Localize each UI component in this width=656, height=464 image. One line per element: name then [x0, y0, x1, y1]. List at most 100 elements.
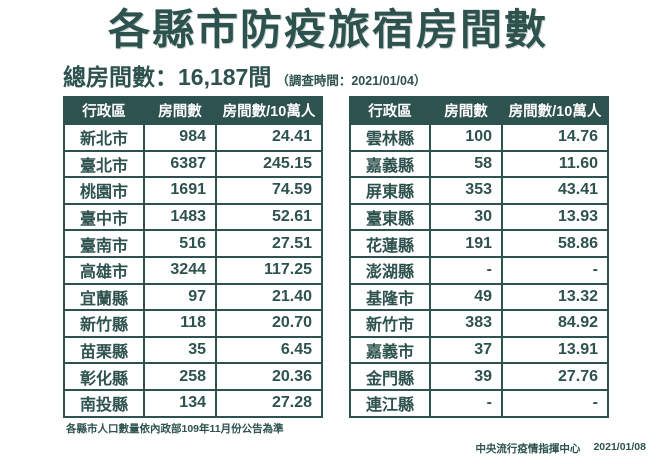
- district-cell: 臺東縣: [349, 202, 431, 232]
- value-cell: 383: [429, 309, 503, 338]
- column-header-district: 行政區: [349, 96, 431, 125]
- right-table-body: 雲林縣 100 14.76 嘉義縣 58 11.60 屏東縣 353 43.41 臺東縣 30 13.…: [349, 123, 609, 418]
- value-cell: 117.25: [215, 255, 323, 285]
- value-cell: 74.59: [215, 176, 323, 205]
- header-row: 行政區 房間數 房間數/10萬人: [349, 96, 609, 125]
- district-cell: 屏東縣: [349, 176, 431, 205]
- table-row: 金門縣 39 27.76: [349, 362, 609, 391]
- column-header-district: 行政區: [63, 96, 145, 125]
- value-cell: 20.36: [215, 362, 323, 391]
- table-row: 新竹縣 118 20.70: [63, 309, 323, 338]
- value-cell: 58.86: [501, 229, 609, 258]
- district-cell: 連江縣: [349, 388, 431, 418]
- value-cell: 43.41: [501, 176, 609, 205]
- table-row: 南投縣 134 27.28: [63, 388, 323, 418]
- value-cell: 24.41: [215, 123, 323, 152]
- value-cell: -: [429, 388, 503, 418]
- value-cell: 13.32: [501, 282, 609, 312]
- value-cell: 118: [143, 309, 217, 338]
- table-row: 宜蘭縣 97 21.40: [63, 282, 323, 312]
- table-row: 屏東縣 353 43.41: [349, 176, 609, 205]
- value-cell: 97: [143, 282, 217, 312]
- credit-line: 中央流行疫情指揮中心 2021/01/08: [475, 441, 646, 456]
- value-cell: 52.61: [215, 202, 323, 232]
- value-cell: 21.40: [215, 282, 323, 312]
- value-cell: 37: [429, 335, 503, 365]
- value-cell: 516: [143, 229, 217, 258]
- table-row: 臺中市 1483 52.61: [63, 202, 323, 232]
- left-table-header: 行政區 房間數 房間數/10萬人: [63, 96, 323, 125]
- value-cell: 27.76: [501, 362, 609, 391]
- table-row: 新竹市 383 84.92: [349, 309, 609, 338]
- value-cell: 35: [143, 335, 217, 365]
- table-row: 連江縣 - -: [349, 388, 609, 418]
- total-rooms-label: 總房間數：16,187間: [63, 64, 272, 90]
- table-row: 新北市 984 24.41: [63, 123, 323, 152]
- table-row: 基隆市 49 13.32: [349, 282, 609, 312]
- right-table-header: 行政區 房間數 房間數/10萬人: [349, 96, 609, 125]
- tables-container: 行政區 房間數 房間數/10萬人 新北市 984 24.41 臺北市 6387 245.1…: [63, 96, 656, 418]
- value-cell: 39: [429, 362, 503, 391]
- agency-name: 中央流行疫情指揮中心: [475, 443, 581, 455]
- value-cell: 6.45: [215, 335, 323, 365]
- left-table-body: 新北市 984 24.41 臺北市 6387 245.15 桃園市 1691 74.59 臺中市 1…: [63, 123, 323, 418]
- column-header-rooms-per-100k: 房間數/10萬人: [215, 96, 323, 125]
- district-cell: 宜蘭縣: [63, 282, 145, 312]
- value-cell: 245.15: [215, 149, 323, 179]
- value-cell: 134: [143, 388, 217, 418]
- district-cell: 基隆市: [349, 282, 431, 312]
- value-cell: -: [429, 255, 503, 285]
- value-cell: 27.28: [215, 388, 323, 418]
- table-row: 桃園市 1691 74.59: [63, 176, 323, 205]
- value-cell: -: [501, 388, 609, 418]
- page-title: 各縣市防疫旅宿房間數: [107, 6, 548, 53]
- value-cell: 3244: [143, 255, 217, 285]
- table-row: 臺北市 6387 245.15: [63, 149, 323, 179]
- table-row: 嘉義縣 58 11.60: [349, 149, 609, 179]
- value-cell: 100: [429, 123, 503, 152]
- value-cell: 11.60: [501, 149, 609, 179]
- column-header-rooms: 房間數: [143, 96, 217, 125]
- publish-date: 2021/01/08: [593, 441, 646, 453]
- district-cell: 金門縣: [349, 362, 431, 391]
- column-header-rooms: 房間數: [429, 96, 503, 125]
- district-cell: 桃園市: [63, 176, 145, 205]
- value-cell: 6387: [143, 149, 217, 179]
- value-cell: 13.93: [501, 202, 609, 232]
- value-cell: 49: [429, 282, 503, 312]
- table-row: 臺南市 516 27.51: [63, 229, 323, 258]
- value-cell: 30: [429, 202, 503, 232]
- header-row: 行政區 房間數 房間數/10萬人: [63, 96, 323, 125]
- table-row: 嘉義市 37 13.91: [349, 335, 609, 365]
- district-cell: 花蓮縣: [349, 229, 431, 258]
- district-cell: 臺北市: [63, 149, 145, 179]
- value-cell: 58: [429, 149, 503, 179]
- value-cell: 1483: [143, 202, 217, 232]
- value-cell: 27.51: [215, 229, 323, 258]
- right-table: 行政區 房間數 房間數/10萬人 雲林縣 100 14.76 嘉義縣 58 11.60 屏東…: [349, 96, 609, 418]
- column-header-rooms-per-100k: 房間數/10萬人: [501, 96, 609, 125]
- value-cell: 13.91: [501, 335, 609, 365]
- district-cell: 臺南市: [63, 229, 145, 258]
- district-cell: 新北市: [63, 123, 145, 152]
- district-cell: 南投縣: [63, 388, 145, 418]
- value-cell: 191: [429, 229, 503, 258]
- subtitle-row: 總房間數：16,187間 （調查時間：2021/01/04）: [63, 58, 656, 92]
- table-row: 高雄市 3244 117.25: [63, 255, 323, 285]
- table-row: 臺東縣 30 13.93: [349, 202, 609, 232]
- district-cell: 嘉義縣: [349, 149, 431, 179]
- survey-time-note: （調查時間：2021/01/04）: [276, 74, 427, 88]
- district-cell: 雲林縣: [349, 123, 431, 152]
- value-cell: 353: [429, 176, 503, 205]
- value-cell: 984: [143, 123, 217, 152]
- district-cell: 新竹縣: [63, 309, 145, 338]
- value-cell: 84.92: [501, 309, 609, 338]
- district-cell: 新竹市: [349, 309, 431, 338]
- population-source-footnote: 各縣市人口數量依內政部109年11月份公告為準: [66, 422, 284, 435]
- district-cell: 彰化縣: [63, 362, 145, 391]
- value-cell: 20.70: [215, 309, 323, 338]
- table-row: 苗栗縣 35 6.45: [63, 335, 323, 365]
- district-cell: 苗栗縣: [63, 335, 145, 365]
- left-table: 行政區 房間數 房間數/10萬人 新北市 984 24.41 臺北市 6387 245.1…: [63, 96, 323, 418]
- district-cell: 高雄市: [63, 255, 145, 285]
